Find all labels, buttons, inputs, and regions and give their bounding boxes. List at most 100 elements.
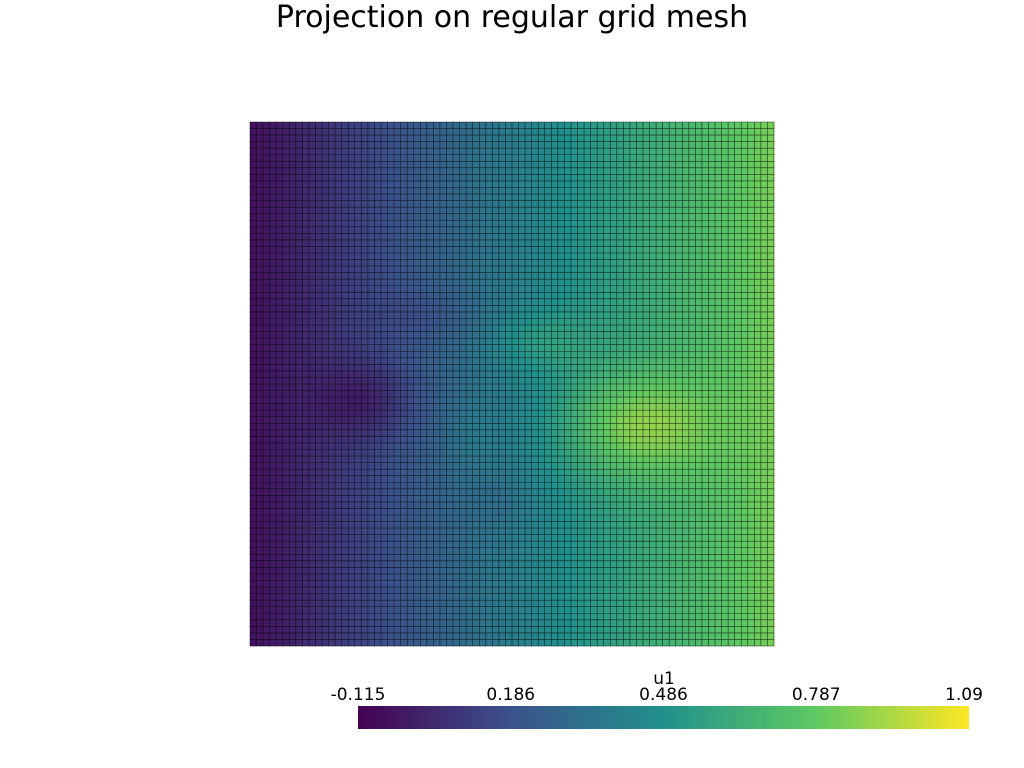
mesh-cell: [754, 141, 762, 149]
mesh-cell: [590, 364, 598, 372]
mesh-cell: [675, 390, 683, 398]
mesh-cell: [446, 122, 454, 129]
mesh-cell: [322, 226, 329, 234]
mesh-cell: [374, 357, 382, 365]
mesh-cell: [341, 253, 349, 260]
mesh-cell: [512, 220, 519, 227]
mesh-cell: [754, 266, 762, 273]
mesh-cell: [675, 469, 683, 476]
mesh-cell: [662, 187, 670, 195]
mesh-cell: [577, 495, 585, 503]
mesh-cell: [584, 187, 591, 195]
mesh-cell: [282, 187, 290, 195]
mesh-cell: [741, 344, 748, 352]
mesh-cell: [695, 475, 703, 483]
mesh-cell: [381, 266, 388, 273]
mesh-cell: [276, 325, 283, 332]
mesh-cell: [420, 449, 427, 457]
mesh-cell: [590, 429, 598, 437]
mesh-cell: [669, 148, 676, 155]
mesh-cell: [263, 508, 270, 516]
mesh-cell: [721, 331, 729, 339]
mesh-cell: [472, 285, 480, 293]
mesh-cell: [688, 174, 696, 182]
mesh-cell: [564, 148, 572, 155]
mesh-cell: [610, 213, 617, 221]
mesh-cell: [734, 128, 742, 136]
mesh-cell: [374, 515, 382, 522]
mesh-cell: [282, 239, 290, 247]
mesh-cell: [381, 462, 388, 470]
mesh-cell: [695, 508, 703, 516]
mesh-cell: [649, 272, 657, 280]
mesh-cell: [439, 161, 447, 168]
mesh-cell: [354, 266, 362, 273]
mesh-cell: [479, 475, 486, 483]
mesh-cell: [400, 200, 408, 208]
mesh-cell: [289, 187, 296, 195]
mesh-cell: [381, 285, 388, 293]
mesh-cell: [472, 429, 480, 437]
mesh-cell: [322, 135, 329, 142]
mesh-cell: [610, 508, 617, 516]
mesh-cell: [531, 135, 539, 142]
mesh-cell: [656, 141, 663, 149]
mesh-cell: [479, 495, 486, 503]
mesh-cell: [459, 331, 467, 339]
mesh-cell: [570, 233, 578, 241]
mesh-cell: [643, 213, 650, 221]
mesh-cell: [564, 246, 572, 254]
mesh-cell: [367, 501, 375, 509]
mesh-cell: [295, 384, 303, 391]
mesh-cell: [636, 266, 644, 273]
mesh-cell: [662, 429, 670, 437]
mesh-cell: [643, 253, 650, 260]
mesh-cell: [636, 174, 644, 182]
mesh-cell: [701, 384, 709, 391]
mesh-cell: [394, 226, 401, 234]
mesh-cell: [682, 501, 689, 509]
mesh-cell: [498, 213, 506, 221]
mesh-cell: [400, 495, 408, 503]
mesh-cell: [374, 128, 382, 136]
mesh-cell: [341, 180, 349, 188]
mesh-cell: [498, 508, 506, 516]
mesh-cell: [544, 423, 552, 430]
mesh-cell: [394, 397, 401, 404]
mesh-cell: [387, 161, 395, 168]
mesh-cell: [669, 311, 676, 319]
mesh-cell: [394, 154, 401, 162]
mesh-cell: [662, 154, 670, 162]
mesh-cell: [557, 508, 565, 516]
mesh-cell: [590, 508, 598, 516]
mesh-cell: [289, 397, 296, 404]
mesh-cell: [335, 311, 342, 319]
mesh-cell: [629, 344, 637, 352]
mesh-cell: [656, 226, 663, 234]
mesh-cell: [256, 167, 264, 175]
mesh-cell: [538, 148, 545, 155]
mesh-cell: [348, 429, 355, 437]
mesh-cell: [734, 187, 742, 195]
mesh-cell: [420, 180, 427, 188]
mesh-cell: [289, 128, 296, 136]
mesh-cell: [308, 364, 316, 372]
mesh-cell: [584, 141, 591, 149]
mesh-cell: [426, 220, 434, 227]
mesh-cell: [603, 141, 611, 149]
mesh-cell: [459, 325, 467, 332]
mesh-cell: [531, 390, 539, 398]
mesh-cell: [354, 370, 362, 378]
mesh-cell: [747, 364, 755, 372]
mesh-cell: [577, 469, 585, 476]
mesh-cell: [564, 233, 572, 241]
mesh-cell: [433, 187, 441, 195]
mesh-cell: [760, 501, 768, 509]
mesh-cell: [636, 515, 644, 522]
mesh-cell: [479, 298, 486, 306]
mesh-cell: [407, 436, 414, 444]
mesh-cell: [485, 384, 493, 391]
mesh-cell: [453, 233, 460, 241]
mesh-cell: [322, 384, 329, 391]
mesh-cell: [544, 357, 552, 365]
